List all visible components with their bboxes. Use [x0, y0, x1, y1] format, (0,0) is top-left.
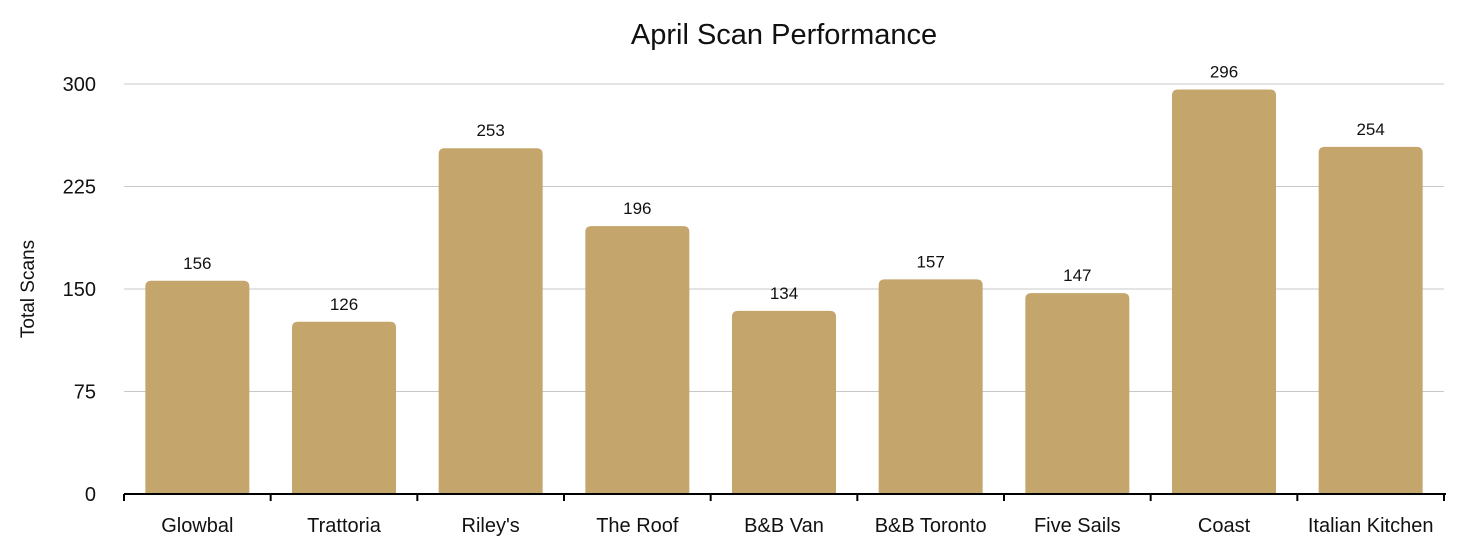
x-tick-label: Coast: [1198, 515, 1251, 537]
x-tick-label: Italian Kitchen: [1308, 515, 1434, 537]
y-axis-ticks: 0 75 150 225 300: [63, 74, 96, 506]
bar: [1318, 146, 1423, 494]
x-tick-label: B&B Toronto: [875, 515, 987, 537]
x-tick-label: Five Sails: [1034, 515, 1121, 537]
bar-value-label: 196: [623, 199, 651, 218]
data-labels: 156 126 253 196 134 157 147 296 254: [183, 62, 1385, 313]
bar: [878, 279, 983, 494]
bar-value-label: 134: [770, 284, 798, 303]
chart-title: April Scan Performance: [631, 19, 937, 51]
bar-value-label: 253: [476, 121, 504, 140]
bar: [585, 226, 690, 494]
bar: [732, 310, 836, 494]
bar-value-label: 296: [1210, 62, 1238, 81]
bars: [145, 89, 1423, 494]
y-axis-label: Total Scans: [18, 240, 39, 338]
bar-value-label: 254: [1356, 120, 1384, 139]
x-tick-label: Glowbal: [161, 515, 233, 537]
x-tick-label: Trattoria: [307, 515, 382, 537]
y-tick-label: 0: [85, 484, 96, 506]
bar: [1172, 89, 1276, 494]
bar-value-label: 157: [916, 252, 944, 271]
x-tick-label: The Roof: [596, 515, 679, 537]
bar-value-label: 147: [1063, 266, 1091, 285]
x-tick-label: Riley's: [462, 515, 520, 537]
bar: [438, 148, 543, 494]
y-tick-label: 225: [63, 177, 96, 199]
x-tick-label: B&B Van: [744, 515, 824, 537]
y-tick-label: 300: [63, 74, 96, 96]
bar: [145, 280, 250, 494]
bar: [1025, 293, 1130, 494]
y-tick-label: 150: [63, 279, 96, 301]
x-axis-ticks: Glowbal Trattoria Riley's The Roof B&B Van B&…: [161, 515, 1433, 537]
x-axis: [123, 493, 1446, 501]
bar: [292, 321, 396, 494]
bar-value-label: 156: [183, 254, 211, 273]
y-tick-label: 75: [74, 382, 96, 404]
bar-value-label: 126: [330, 295, 358, 314]
